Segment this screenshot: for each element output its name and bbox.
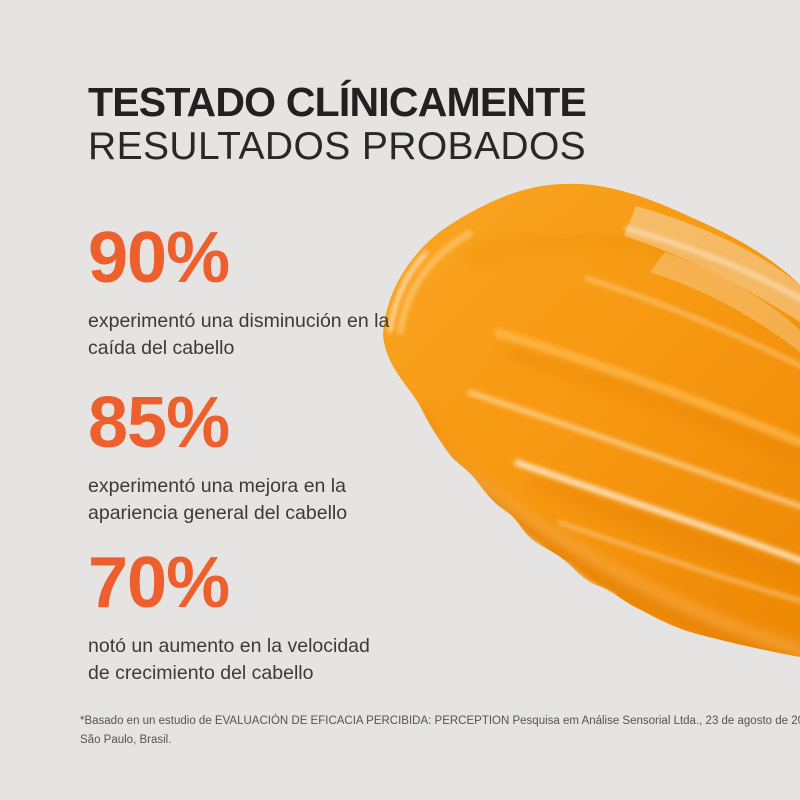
page-title: TESTADO CLÍNICAMENTE RESULTADOS PROBADOS — [88, 79, 587, 169]
footnote-line: *Basado en un estudio de EVALUACIÓN DE E… — [80, 715, 800, 727]
title-line-regular: RESULTADOS PROBADOS — [88, 125, 587, 168]
stat-description: experimentó una mejora en la apariencia … — [88, 473, 347, 527]
footnote: *Basado en un estudio de EVALUACIÓN DE E… — [80, 712, 800, 750]
stat-description: notó un aumento en la velocidad de creci… — [88, 633, 370, 687]
stat-description-line: experimentó una mejora en la — [88, 475, 346, 497]
stat-block-85: 85% experimentó una mejora en la aparien… — [88, 387, 347, 527]
stat-block-70: 70% notó un aumento en la velocidad de c… — [88, 547, 370, 687]
stat-description-line: de crecimiento del cabello — [88, 662, 314, 684]
stat-value: 70% — [88, 543, 230, 623]
stat-description: experimentó una disminución en la caída … — [88, 308, 389, 362]
stat-description-line: caída del cabello — [88, 337, 235, 359]
stat-value: 85% — [88, 383, 230, 463]
stat-description-line: apariencia general del cabello — [88, 502, 348, 524]
title-line-bold: TESTADO CLÍNICAMENTE — [88, 79, 587, 125]
stat-block-90: 90% experimentó una disminución en la ca… — [88, 222, 389, 362]
stat-value: 90% — [88, 218, 230, 298]
stat-description-line: notó un aumento en la velocidad — [88, 635, 370, 657]
footnote-line: São Paulo, Brasil. — [80, 734, 172, 746]
stat-description-line: experimentó una disminución en la — [88, 310, 390, 332]
